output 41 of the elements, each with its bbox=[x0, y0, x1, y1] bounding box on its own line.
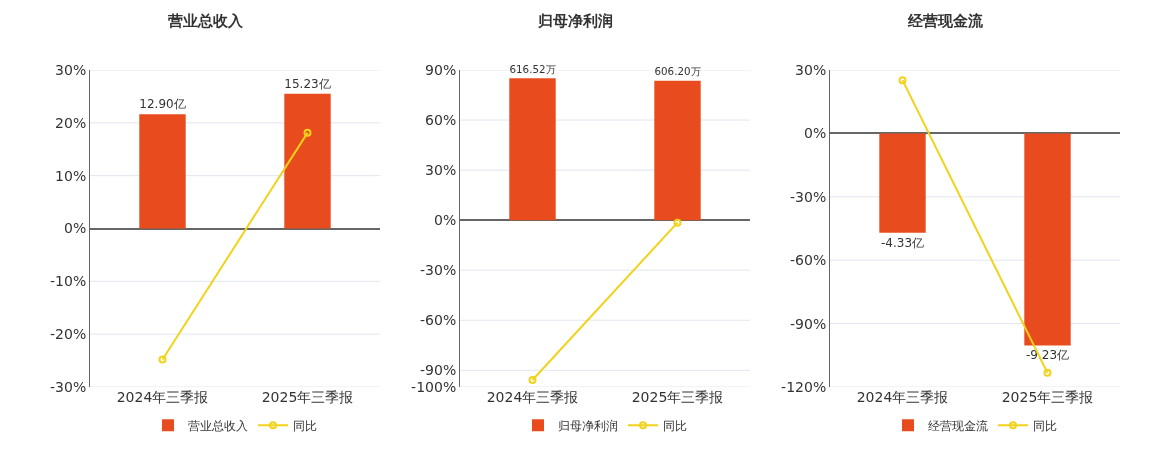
chart-title: 经营现金流 bbox=[906, 11, 984, 30]
legend-label: 经营现金流 bbox=[928, 418, 988, 433]
y-tick-label: -10% bbox=[50, 273, 87, 290]
y-tick-label: -90% bbox=[420, 362, 457, 379]
y-tick-label: 0% bbox=[63, 220, 87, 237]
chart-title: 营业总收入 bbox=[166, 11, 244, 30]
y-tick-label: -20% bbox=[50, 326, 87, 343]
data-label: -4.33亿 bbox=[880, 235, 925, 250]
legend-label: 同比 bbox=[1033, 418, 1057, 433]
x-tick-label: 2024年三季报 bbox=[116, 389, 209, 405]
y-tick-label: -30% bbox=[50, 378, 87, 395]
x-tick-label: 2024年三季报 bbox=[486, 389, 579, 405]
y-tick-label: 10% bbox=[55, 167, 87, 184]
y-tick-label: -100% bbox=[411, 378, 457, 395]
y-tick-label: -60% bbox=[420, 312, 457, 329]
legend-label: 同比 bbox=[293, 418, 317, 433]
x-tick-label: 2025年三季报 bbox=[1001, 389, 1094, 405]
x-tick-label: 2024年三季报 bbox=[856, 389, 949, 405]
y-tick-label: 30% bbox=[795, 61, 827, 78]
legend-label: 同比 bbox=[663, 418, 687, 433]
y-tick-label: -90% bbox=[790, 315, 827, 332]
y-tick-label: 30% bbox=[55, 61, 87, 78]
legend-label: 归母净利润 bbox=[558, 418, 618, 433]
y-tick-label: 20% bbox=[55, 114, 87, 131]
y-tick-label: -30% bbox=[420, 262, 457, 279]
x-tick-label: 2025年三季报 bbox=[631, 389, 724, 405]
y-tick-label: 90% bbox=[425, 61, 457, 78]
y-tick-label: -60% bbox=[790, 252, 827, 269]
chart-title: 归母净利润 bbox=[536, 11, 613, 30]
y-tick-label: 0% bbox=[803, 125, 827, 142]
x-tick-label: 2025年三季报 bbox=[261, 389, 354, 405]
y-tick-label: 0% bbox=[433, 212, 457, 229]
y-tick-label: 30% bbox=[425, 162, 457, 179]
y-tick-label: -120% bbox=[781, 378, 827, 395]
y-tick-label: 60% bbox=[425, 111, 457, 128]
legend-label: 营业总收入 bbox=[188, 418, 248, 433]
data-label: 606.20万 bbox=[654, 65, 701, 78]
y-tick-label: -30% bbox=[790, 188, 827, 205]
data-label: 15.23亿 bbox=[284, 76, 331, 91]
data-label: 12.90亿 bbox=[139, 97, 186, 112]
data-label: 616.52万 bbox=[509, 62, 556, 75]
